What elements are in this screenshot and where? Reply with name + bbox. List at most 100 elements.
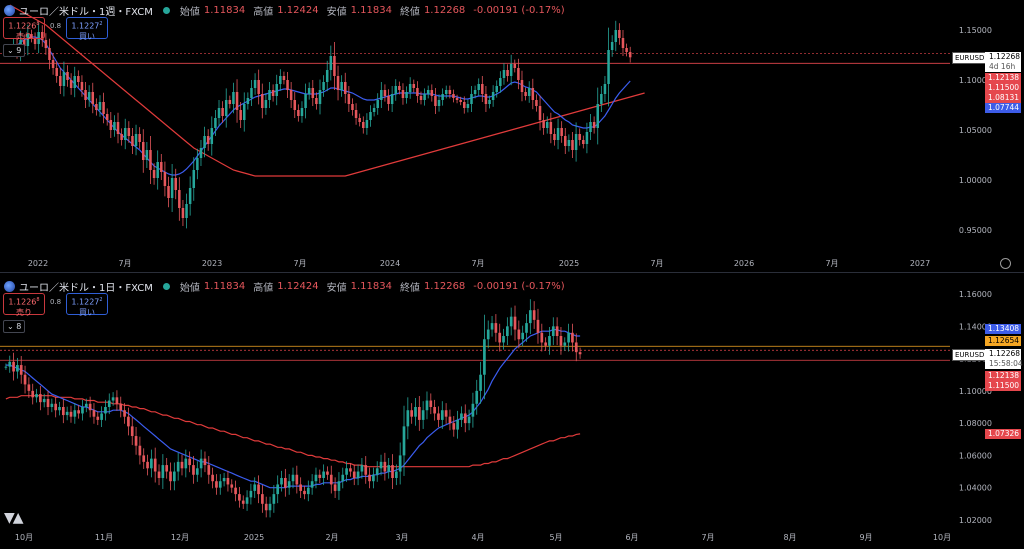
candle-body <box>50 403 54 407</box>
weekly-chart-canvas[interactable]: 1.15000 1.10000 1.05000 1.00000 0.95000 2022 7… <box>0 0 1024 272</box>
candle-body <box>88 403 92 411</box>
x-tick-label: 2025 <box>244 533 264 542</box>
candle-body <box>123 410 126 417</box>
indicators-toggle[interactable]: ⌄ 9 <box>3 44 26 57</box>
candle-body <box>571 140 574 150</box>
candle-body <box>477 84 480 90</box>
candle-body <box>556 128 560 140</box>
candle-body <box>421 410 425 420</box>
candle-body <box>398 455 402 472</box>
candle-body <box>559 336 563 346</box>
sell-button[interactable]: 1.12268 売り <box>3 17 45 41</box>
chart-settings-icon[interactable] <box>1000 258 1011 269</box>
candle-body <box>31 390 35 398</box>
candle-body <box>130 426 134 437</box>
daily-chart-canvas[interactable]: 1.160001.140001.120001.100001.080001.060… <box>0 276 1024 549</box>
candle-body <box>69 411 73 417</box>
candle-body <box>380 90 383 100</box>
ma-long-line <box>9 4 645 177</box>
x-tick-label: 12月 <box>171 533 189 542</box>
candle-body <box>4 366 8 368</box>
candle-body <box>502 70 506 78</box>
bar-countdown: 4d 16h <box>989 62 1016 72</box>
weekly-chart-pane[interactable]: 1.15000 1.10000 1.05000 1.00000 0.95000 2022 7… <box>0 0 1024 273</box>
candle-body <box>475 390 479 404</box>
candle-body <box>66 72 69 80</box>
candle-body <box>414 407 417 417</box>
candle-body <box>564 136 567 146</box>
candle-body <box>406 410 410 427</box>
candle-body <box>184 458 188 469</box>
x-tick-label: 2月 <box>325 533 338 542</box>
candle-body <box>498 332 502 343</box>
candle-body <box>345 468 348 475</box>
y-tick-label: 1.14000 <box>959 322 992 331</box>
buy-button[interactable]: 1.12272 買い <box>66 17 108 41</box>
candle-body <box>441 94 444 100</box>
x-tick-label: 8月 <box>783 533 796 542</box>
candle-body <box>372 108 376 112</box>
candle-body <box>287 481 291 488</box>
candle-body <box>127 128 131 136</box>
candle-body <box>261 494 264 504</box>
candle-body <box>401 90 405 98</box>
candle-body <box>490 323 494 330</box>
chart-title[interactable]: ユーロ／米ドル・1日・FXCM <box>19 283 153 294</box>
candle-body <box>333 56 336 76</box>
candle-body <box>589 122 592 132</box>
candle-body <box>536 319 540 333</box>
candle-body <box>59 76 62 86</box>
candle-body <box>142 455 146 462</box>
candle-body <box>524 92 527 96</box>
daily-chart-pane[interactable]: 1.160001.140001.120001.100001.080001.060… <box>0 276 1024 549</box>
candle-body <box>628 52 632 58</box>
candle-body <box>467 416 471 424</box>
candle-body <box>58 407 61 411</box>
candle-body <box>199 458 203 469</box>
x-tick-label: 11月 <box>95 533 113 542</box>
candle-body <box>181 208 185 218</box>
candle-body <box>506 326 509 337</box>
candle-body <box>188 188 192 204</box>
candle-body <box>364 465 368 475</box>
x-tick-label: 2023 <box>202 259 222 268</box>
candle-body <box>521 332 525 340</box>
candle-body <box>448 416 452 424</box>
candle-body <box>264 503 268 511</box>
candle-body <box>625 48 628 52</box>
buy-button[interactable]: 1.12272 買い <box>66 293 108 317</box>
candle-body <box>391 465 394 478</box>
x-tick-label: 2027 <box>910 259 930 268</box>
candle-body <box>172 471 176 482</box>
sell-button[interactable]: 1.12268 売り <box>3 293 45 317</box>
candle-body <box>372 474 375 482</box>
spread-value: 0.8 <box>50 22 62 30</box>
candle-body <box>306 487 310 495</box>
candle-body <box>163 172 167 186</box>
x-tick-label: 7月 <box>825 259 838 268</box>
chart-title[interactable]: ユーロ／米ドル・1週・FXCM <box>19 7 153 18</box>
candle-body <box>578 352 582 355</box>
candle-body <box>167 186 170 198</box>
candle-body <box>280 477 283 485</box>
indicators-toggle[interactable]: ⌄ 8 <box>3 320 26 333</box>
candle-body <box>113 122 116 130</box>
candle-body <box>375 468 379 475</box>
candle-body <box>19 365 23 375</box>
candle-body <box>123 128 127 140</box>
candle-body <box>517 68 520 80</box>
candle-body <box>253 80 257 88</box>
candle-body <box>517 329 521 340</box>
y-tick-label: 1.06000 <box>959 451 992 460</box>
candle-body <box>105 114 109 120</box>
candle-body <box>192 170 196 188</box>
candle-body <box>535 100 538 106</box>
y-tick-label: 1.10000 <box>959 76 992 85</box>
candle-body <box>62 72 66 86</box>
candle-body <box>222 477 226 482</box>
price-tag: 1.11500 <box>985 83 1021 94</box>
candle-body <box>532 310 536 320</box>
candle-body <box>160 162 163 172</box>
candle-body <box>315 98 318 104</box>
candle-body <box>408 84 412 92</box>
